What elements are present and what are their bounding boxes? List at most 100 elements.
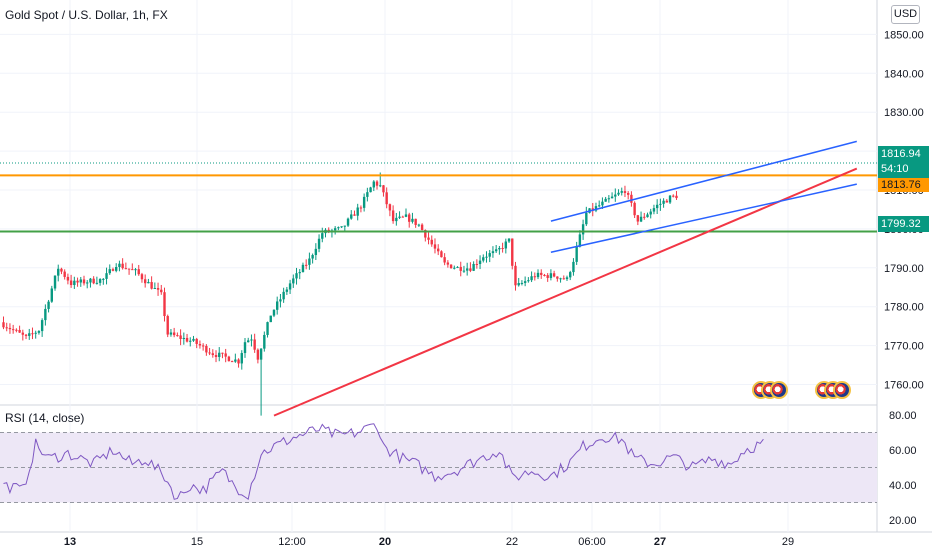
us-flag-icon[interactable] [833, 381, 851, 399]
candle-body [308, 258, 311, 265]
candle-body [111, 269, 115, 271]
candle-body [314, 248, 318, 256]
chart-title: Gold Spot / U.S. Dollar, 1h, FX [5, 8, 168, 22]
candle-body [530, 276, 533, 281]
candle-body [655, 204, 659, 209]
last-price-tag: 1816.94 54:10 [878, 146, 929, 178]
time-tick-label: 29 [782, 536, 794, 548]
candle-body [21, 332, 25, 335]
candle-body [475, 263, 479, 265]
candle-body [73, 280, 76, 286]
orange-level-tag: 1813.76 [878, 178, 929, 192]
candle-body [95, 282, 99, 284]
candle-body [208, 352, 211, 354]
candle-body [556, 276, 559, 279]
candle-body [259, 348, 263, 360]
candle-body [37, 331, 41, 333]
price-tick-label: 1760.00 [884, 379, 924, 391]
candle-body [572, 261, 575, 273]
candle-body [359, 207, 363, 209]
candle-body [633, 202, 636, 216]
candle-body [598, 205, 601, 207]
price-tick-label: 1840.00 [884, 68, 924, 80]
candle-body [401, 216, 404, 218]
candle-body [472, 263, 475, 271]
candle-body [617, 192, 620, 195]
candle-body [585, 212, 588, 225]
candle-body [31, 333, 34, 335]
price-tick-label: 1790.00 [884, 263, 924, 275]
candle-body [57, 268, 60, 276]
candle-body [443, 257, 446, 263]
candle-body [333, 228, 337, 231]
economic-events-group[interactable] [752, 381, 788, 399]
price-tick-label: 1850.00 [884, 29, 924, 41]
candle-body [234, 359, 237, 362]
candle-body [340, 226, 343, 228]
candle-body [623, 191, 627, 193]
channel-line-blue [550, 183, 857, 253]
candle-body [266, 322, 269, 335]
candle-body [189, 340, 192, 342]
candle-body [34, 332, 37, 334]
candle-body [143, 279, 147, 284]
candle-body [523, 281, 527, 283]
candle-body [626, 192, 630, 195]
candle-body [89, 278, 92, 283]
candle-body [227, 356, 231, 362]
candle-body [211, 353, 214, 356]
price-tick-label: 1780.00 [884, 302, 924, 314]
candle-body [404, 214, 408, 217]
candle-body [433, 244, 437, 249]
candle-body [98, 279, 102, 283]
candle-body [607, 198, 611, 200]
currency-button[interactable]: USD [891, 5, 920, 24]
candle-body [427, 237, 430, 240]
time-tick-label: 27 [654, 536, 666, 548]
candle-body [137, 269, 140, 275]
candle-body [118, 263, 121, 268]
candle-body [536, 272, 540, 278]
time-tick-label: 13 [64, 536, 76, 548]
candle-body [69, 280, 73, 286]
candle-body [485, 256, 488, 258]
candle-body [646, 214, 649, 218]
rsi-line [3, 423, 764, 501]
candle-body [269, 315, 272, 323]
candle-body [369, 187, 372, 193]
us-flag-icon[interactable] [770, 381, 788, 399]
candle-body [408, 214, 411, 222]
candle-body [8, 327, 12, 330]
candle-body [279, 299, 282, 302]
candle-body [86, 282, 89, 284]
candle-body [353, 214, 356, 216]
candle-body [346, 218, 350, 226]
candle-body [237, 359, 240, 364]
candle-body [507, 238, 511, 242]
candle-body [478, 260, 482, 264]
candle-body [430, 239, 433, 245]
candle-body [282, 291, 285, 300]
candle-body [253, 339, 256, 350]
candle-body [459, 266, 462, 271]
economic-events-group[interactable] [815, 381, 851, 399]
candle-body [546, 275, 549, 278]
candle-body [581, 224, 585, 235]
candle-body [218, 352, 221, 357]
candle-body [356, 207, 359, 216]
candle-body [40, 320, 44, 332]
candle-body [105, 273, 108, 279]
candle-body [388, 204, 392, 211]
countdown-value: 54:10 [881, 163, 909, 175]
candle-body [520, 282, 524, 284]
candle-body [379, 185, 382, 187]
candle-body [398, 216, 401, 218]
candle-body [424, 229, 427, 238]
candle-body [11, 329, 15, 331]
candle-body [498, 247, 501, 250]
candle-body [195, 338, 198, 344]
candle-body [5, 327, 8, 329]
candle-body [214, 355, 218, 357]
rsi-tick-label: 60.00 [889, 445, 917, 457]
